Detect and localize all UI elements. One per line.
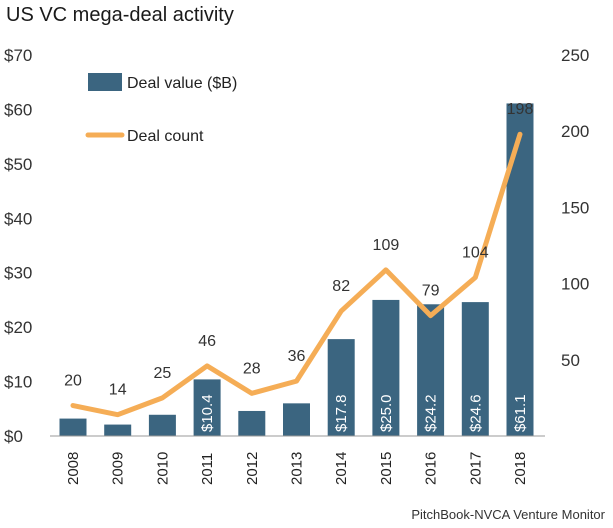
x-tick-label: 2009 [110,452,127,485]
value-label: $17.8 [333,394,350,432]
count-label: 82 [332,278,350,295]
count-label: 36 [288,348,306,365]
deal-count-point [429,314,432,317]
x-axis-ticks: 2008 2009 2010 2011 2012 2013 2014 2015 2016 2017… [65,452,529,485]
x-tick-label: 2018 [512,452,529,485]
value-labels: $10.4 $17.8 $25.0 $24.2 $24.6 $61.1 [199,394,529,432]
left-tick-label: $10 [4,373,32,392]
bar-2018 [506,103,534,436]
deal-count-point [340,310,343,313]
bar-2009 [104,424,132,436]
left-tick-label: $40 [4,209,32,228]
left-tick-label: $70 [4,46,32,65]
value-label: $25.0 [378,394,395,432]
x-tick-label: 2011 [199,453,216,485]
x-tick-label: 2016 [423,452,440,485]
count-label: 46 [198,333,216,350]
legend-bar-swatch [88,73,122,91]
count-label: 14 [109,382,127,399]
deal-count-point [384,268,387,271]
source-note: PitchBook-NVCA Venture Monitor [411,507,605,522]
count-label: 79 [422,283,440,300]
x-tick-label: 2014 [333,452,350,485]
chart-title: US VC mega-deal activity [6,4,234,26]
bar-2010 [148,414,176,436]
x-tick-label: 2017 [467,452,484,485]
x-tick-label: 2008 [65,452,82,485]
value-label: $10.4 [199,394,216,432]
bar-2008 [59,418,87,436]
deal-count-point [519,133,521,136]
deal-count-point [250,392,253,395]
deal-count-point [474,276,477,279]
right-axis-ticks: 50 100 150 200 250 [561,46,589,370]
value-label: $24.6 [467,394,484,432]
left-tick-label: $0 [4,427,23,446]
left-tick-label: $50 [4,155,32,174]
left-tick-label: $60 [4,100,32,119]
deal-count-point [206,364,209,367]
count-label: 28 [243,360,261,377]
legend-line-label: Deal count [127,128,204,145]
count-label: 104 [462,245,489,262]
x-tick-label: 2015 [378,452,395,485]
right-tick-label: 150 [561,198,589,217]
deal-count-point [295,380,298,383]
legend-bar-label: Deal value ($B) [127,75,237,92]
bar-2015 [372,299,400,436]
bar-2011 [193,379,221,436]
deal-count-point [161,396,164,399]
bars-group [59,103,534,436]
deal-count-point [72,404,74,407]
right-tick-label: 250 [561,46,589,65]
value-label: $61.1 [512,394,529,432]
left-axis-ticks: $0 $10 $20 $30 $40 $50 $60 $70 [4,46,32,446]
x-tick-label: 2012 [244,452,261,485]
count-label: 25 [154,365,172,382]
right-tick-label: 200 [561,122,589,141]
value-label: $24.2 [423,394,440,432]
bar-2014 [327,339,355,436]
x-tick-label: 2013 [289,452,306,485]
right-tick-label: 50 [561,351,580,370]
left-tick-label: $30 [4,264,32,283]
left-tick-label: $20 [4,318,32,337]
bar-2017 [461,302,489,436]
bar-2012 [238,410,266,436]
count-label: 20 [64,373,82,390]
bar-2016 [417,304,445,436]
count-label: 198 [507,101,534,118]
deal-count-point [116,413,119,416]
legend: Deal value ($B) Deal count [85,73,237,145]
count-labels: 20 14 25 46 28 36 82 109 79 104 198 [64,101,533,398]
right-tick-label: 100 [561,275,589,294]
deal-count-line-group [70,131,523,418]
x-tick-label: 2010 [154,452,171,485]
deal-count-line [70,131,523,418]
count-label: 109 [373,237,400,254]
bar-2013 [283,403,310,436]
